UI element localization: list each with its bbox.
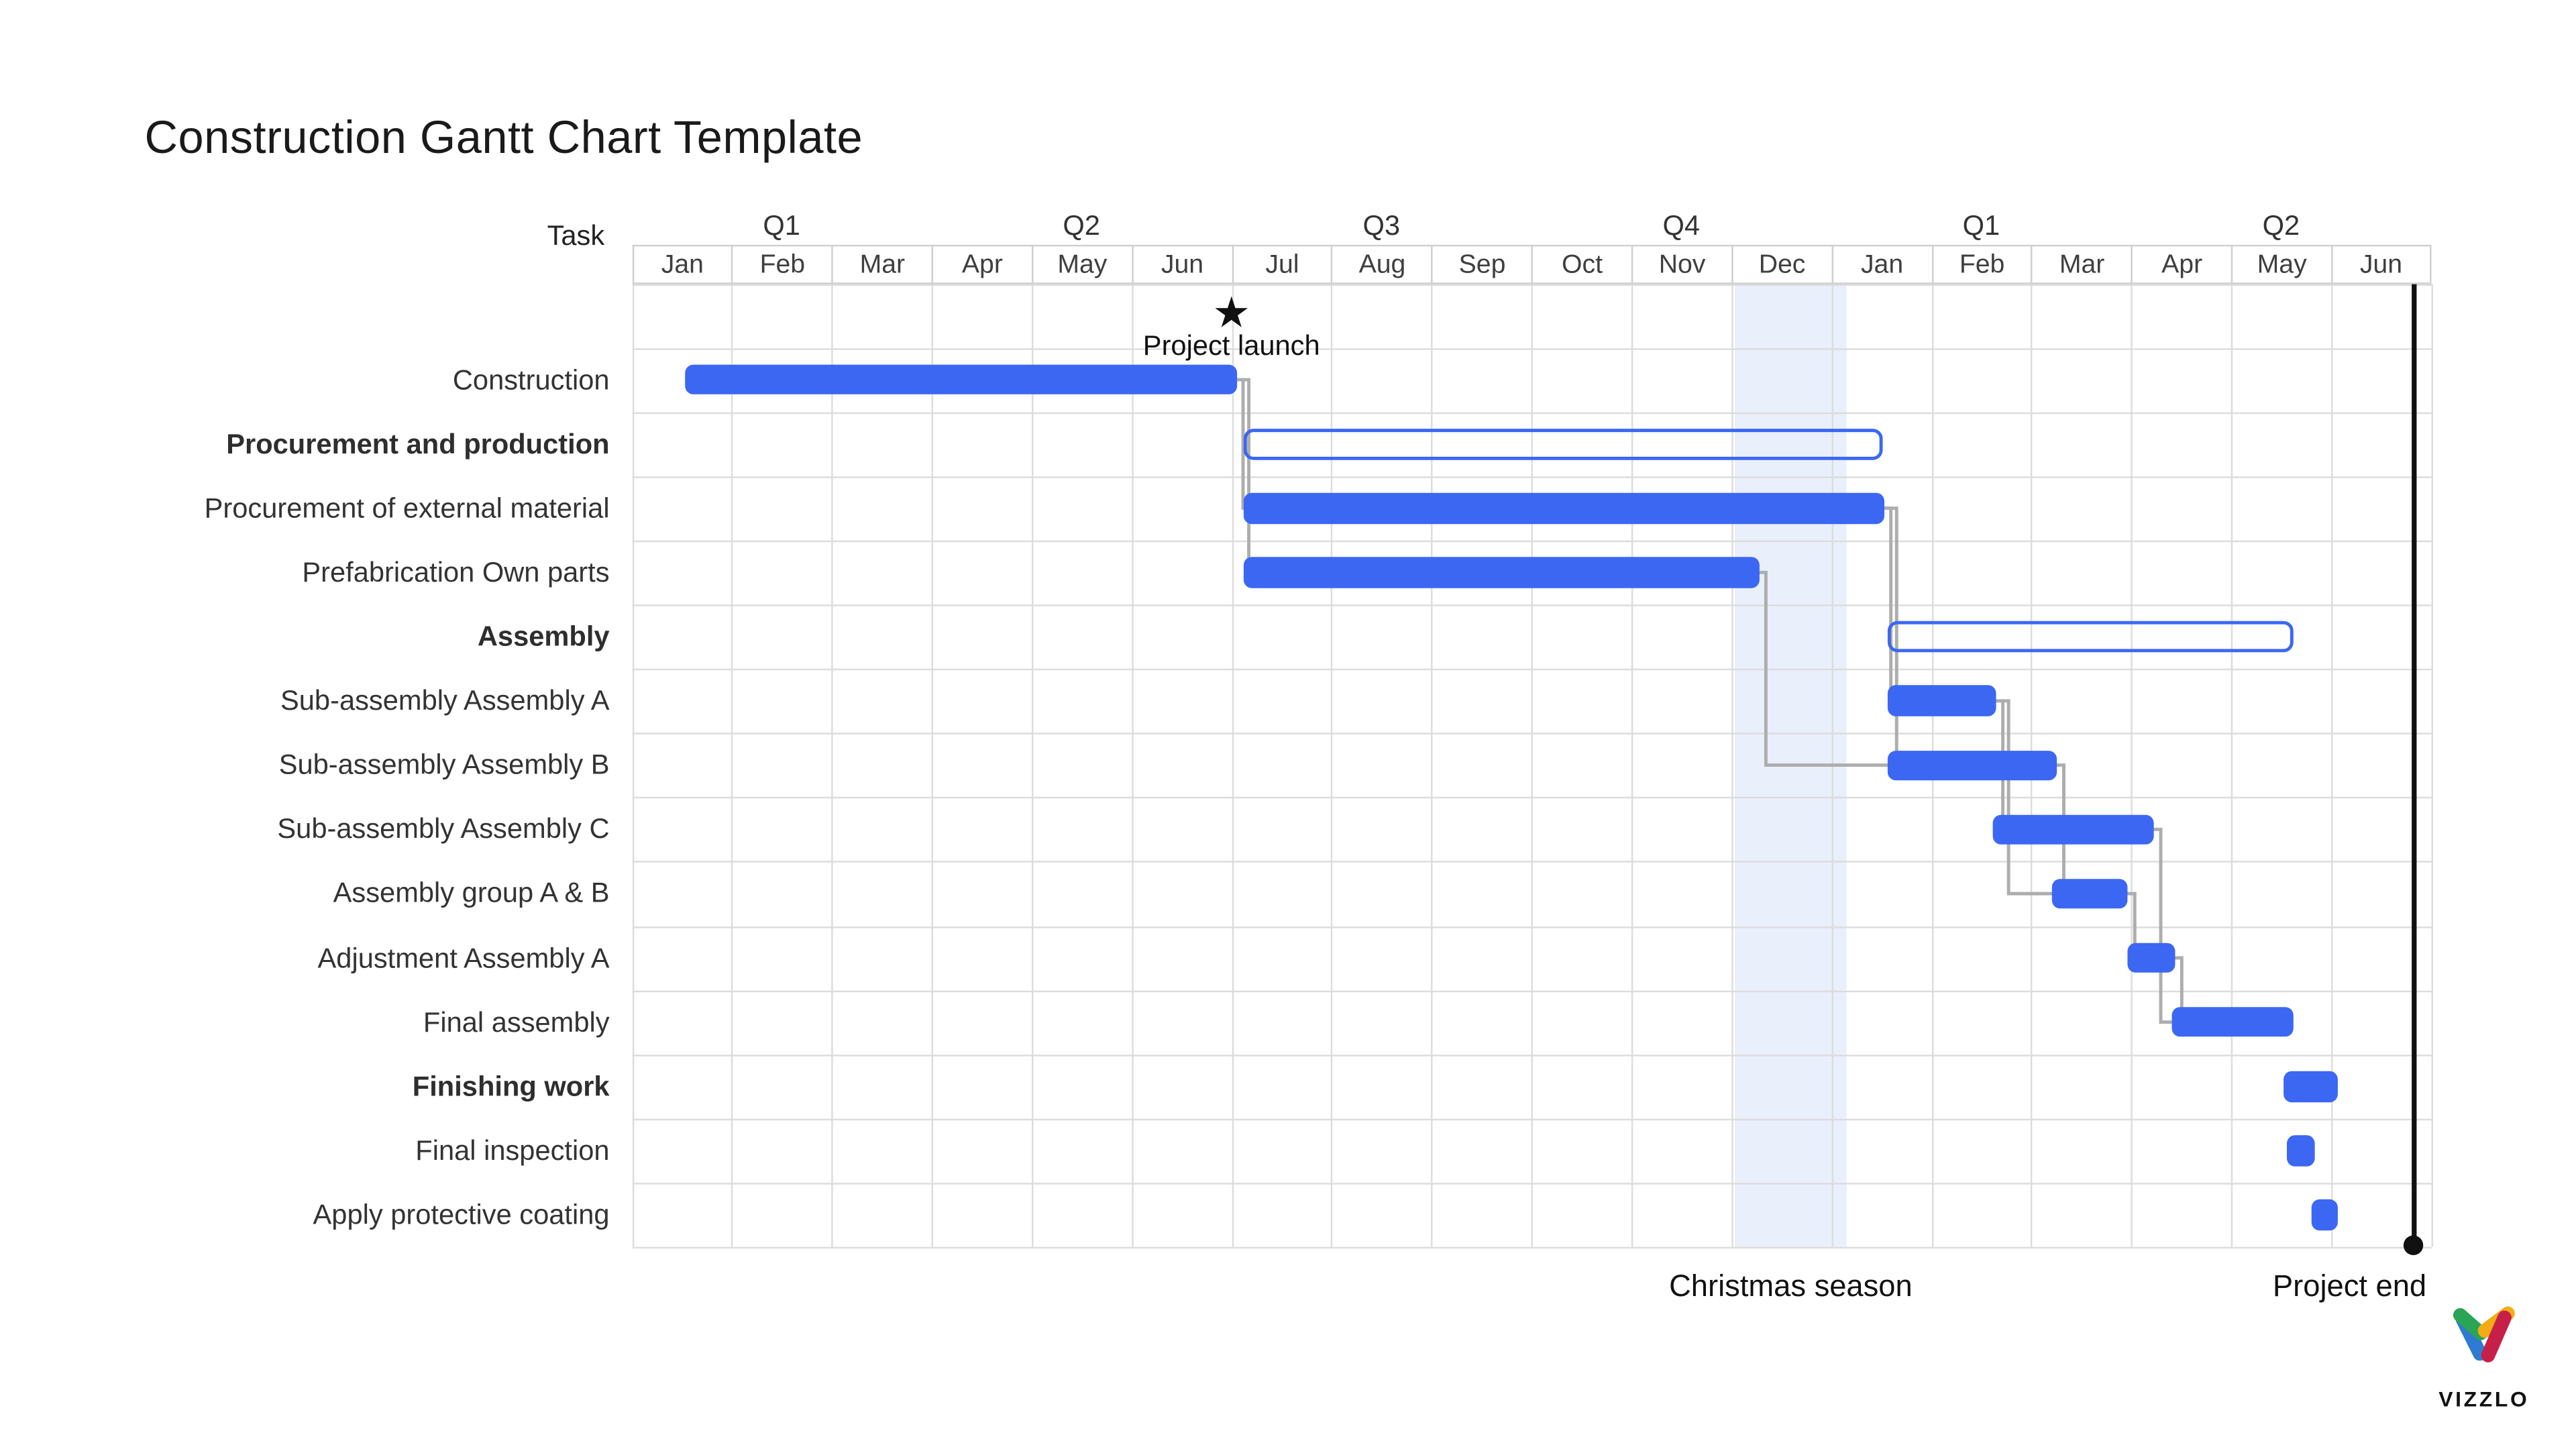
project-end-dot — [2404, 1235, 2424, 1256]
grid-line-horizontal — [631, 926, 2431, 928]
grid-line-horizontal — [631, 733, 2431, 735]
gantt-bar-finishing-work[interactable] — [2284, 1071, 2339, 1102]
quarter-header-0: Q1 — [763, 210, 800, 242]
grid-line-horizontal — [631, 1182, 2431, 1185]
quarter-header-4: Q1 — [1962, 210, 2000, 242]
christmas-season-label: Christmas season — [1669, 1268, 1913, 1303]
quarter-header-5: Q2 — [2262, 210, 2300, 242]
grid-line-vertical — [1531, 283, 1534, 1247]
grid-line-horizontal — [631, 476, 2431, 478]
vizzlo-logo-icon — [2453, 1306, 2515, 1362]
chart-title: Construction Gantt Chart Template — [144, 111, 863, 163]
task-label-1: Construction — [452, 364, 610, 396]
grid-line-horizontal — [631, 347, 2431, 350]
month-header-feb-1: Feb — [731, 244, 832, 284]
grid-line-vertical — [1031, 283, 1034, 1247]
month-header-mar-14: Mar — [2031, 244, 2131, 284]
gantt-bar-assembly-group-a-b[interactable] — [2052, 878, 2129, 909]
project-end-milestone-line[interactable] — [2412, 283, 2416, 1247]
grid-line-horizontal — [631, 540, 2431, 542]
task-column-header: Task — [547, 220, 605, 252]
month-header-may-16: May — [2231, 244, 2331, 284]
grid-line-horizontal — [631, 1246, 2431, 1249]
month-header-oct-9: Oct — [1531, 244, 1631, 284]
grid-line-vertical — [1331, 283, 1334, 1247]
grid-line-horizontal — [631, 283, 2431, 285]
task-label-8: Sub-assembly Assembly C — [277, 814, 610, 845]
vizzlo-logo-text: VIZZLO — [2438, 1386, 2530, 1411]
gantt-bar-sub-assembly-assembly-b[interactable] — [1888, 749, 2057, 781]
grid-line-vertical — [1431, 283, 1434, 1247]
task-label-13: Final inspection — [415, 1134, 610, 1167]
grid-line-horizontal — [631, 1118, 2431, 1120]
grid-line-horizontal — [631, 668, 2431, 671]
grid-line-horizontal — [631, 1054, 2431, 1056]
grid-line-vertical — [2430, 283, 2433, 1247]
month-header-nov-10: Nov — [1631, 244, 1731, 284]
month-header-jan-0: Jan — [631, 244, 732, 284]
gantt-bar-sub-assembly-assembly-c[interactable] — [1993, 814, 2155, 845]
month-header-feb-13: Feb — [1931, 244, 2031, 284]
month-header-jan-12: Jan — [1831, 244, 1931, 284]
grid-line-vertical — [2330, 283, 2333, 1247]
gantt-bar-apply-protective-coating[interactable] — [2312, 1199, 2339, 1230]
gantt-bar-assembly[interactable] — [1888, 621, 2294, 653]
task-label-3: Procurement of external material — [204, 492, 610, 524]
grid-line-horizontal — [631, 797, 2431, 799]
month-header-apr-15: Apr — [2131, 244, 2231, 284]
quarter-header-1: Q2 — [1063, 210, 1100, 242]
task-label-11: Final assembly — [423, 1006, 610, 1038]
grid-line-vertical — [631, 283, 634, 1247]
month-header-jul-6: Jul — [1231, 244, 1332, 284]
gantt-bar-final-assembly[interactable] — [2171, 1006, 2294, 1038]
month-header-sep-8: Sep — [1431, 244, 1532, 284]
gantt-bar-adjustment-assembly-a[interactable] — [2128, 943, 2176, 973]
grid-line-horizontal — [631, 861, 2431, 863]
task-label-2: Procurement and production — [226, 428, 610, 460]
month-header-aug-7: Aug — [1331, 244, 1432, 284]
task-label-14: Apply protective coating — [313, 1199, 610, 1231]
gantt-bar-construction[interactable] — [684, 364, 1237, 395]
task-label-7: Sub-assembly Assembly B — [278, 749, 610, 781]
project-end-label: Project end — [2272, 1268, 2427, 1303]
grid-line-horizontal — [631, 411, 2431, 414]
grid-line-vertical — [931, 283, 934, 1247]
grid-line-vertical — [731, 283, 734, 1247]
grid-line-vertical — [1631, 283, 1633, 1247]
gantt-bar-procurement-and-production[interactable] — [1243, 427, 1884, 460]
grid-line-horizontal — [631, 604, 2431, 606]
task-label-5: Assembly — [477, 621, 610, 653]
vizzlo-logo[interactable]: VIZZLO — [2436, 1303, 2532, 1411]
gantt-bar-prefabrication-own-parts[interactable] — [1243, 557, 1760, 588]
task-label-9: Assembly group A & B — [333, 877, 610, 910]
task-label-12: Finishing work — [412, 1071, 610, 1102]
grid-line-horizontal — [631, 989, 2431, 992]
grid-line-vertical — [1131, 283, 1134, 1247]
gantt-bar-sub-assembly-assembly-a[interactable] — [1888, 686, 1996, 716]
grid-line-vertical — [1231, 283, 1234, 1247]
christmas-season-band — [1735, 283, 1847, 1247]
quarter-header-3: Q4 — [1662, 210, 1701, 242]
month-header-jun-5: Jun — [1131, 244, 1232, 284]
month-header-jun-17: Jun — [2330, 244, 2431, 284]
grid-line-vertical — [1831, 283, 1833, 1247]
month-header-may-4: May — [1031, 244, 1132, 284]
task-label-10: Adjustment Assembly A — [317, 942, 610, 974]
task-label-6: Sub-assembly Assembly A — [280, 685, 610, 717]
month-header-dec-11: Dec — [1731, 244, 1831, 284]
quarter-header-2: Q3 — [1362, 210, 1401, 242]
project-launch-label: Project launch — [1142, 330, 1320, 362]
grid-line-vertical — [2231, 283, 2233, 1247]
task-label-4: Prefabrication Own parts — [302, 557, 610, 588]
grid-line-vertical — [831, 283, 834, 1247]
grid-line-vertical — [1731, 283, 1733, 1247]
gantt-bar-procurement-of-external-material[interactable] — [1243, 492, 1884, 524]
grid-line-vertical — [2131, 283, 2133, 1247]
month-header-apr-3: Apr — [931, 244, 1032, 284]
month-header-mar-2: Mar — [831, 244, 932, 284]
gantt-bar-final-inspection[interactable] — [2286, 1135, 2316, 1166]
project-launch-milestone-icon[interactable]: ★ — [1212, 287, 1251, 337]
